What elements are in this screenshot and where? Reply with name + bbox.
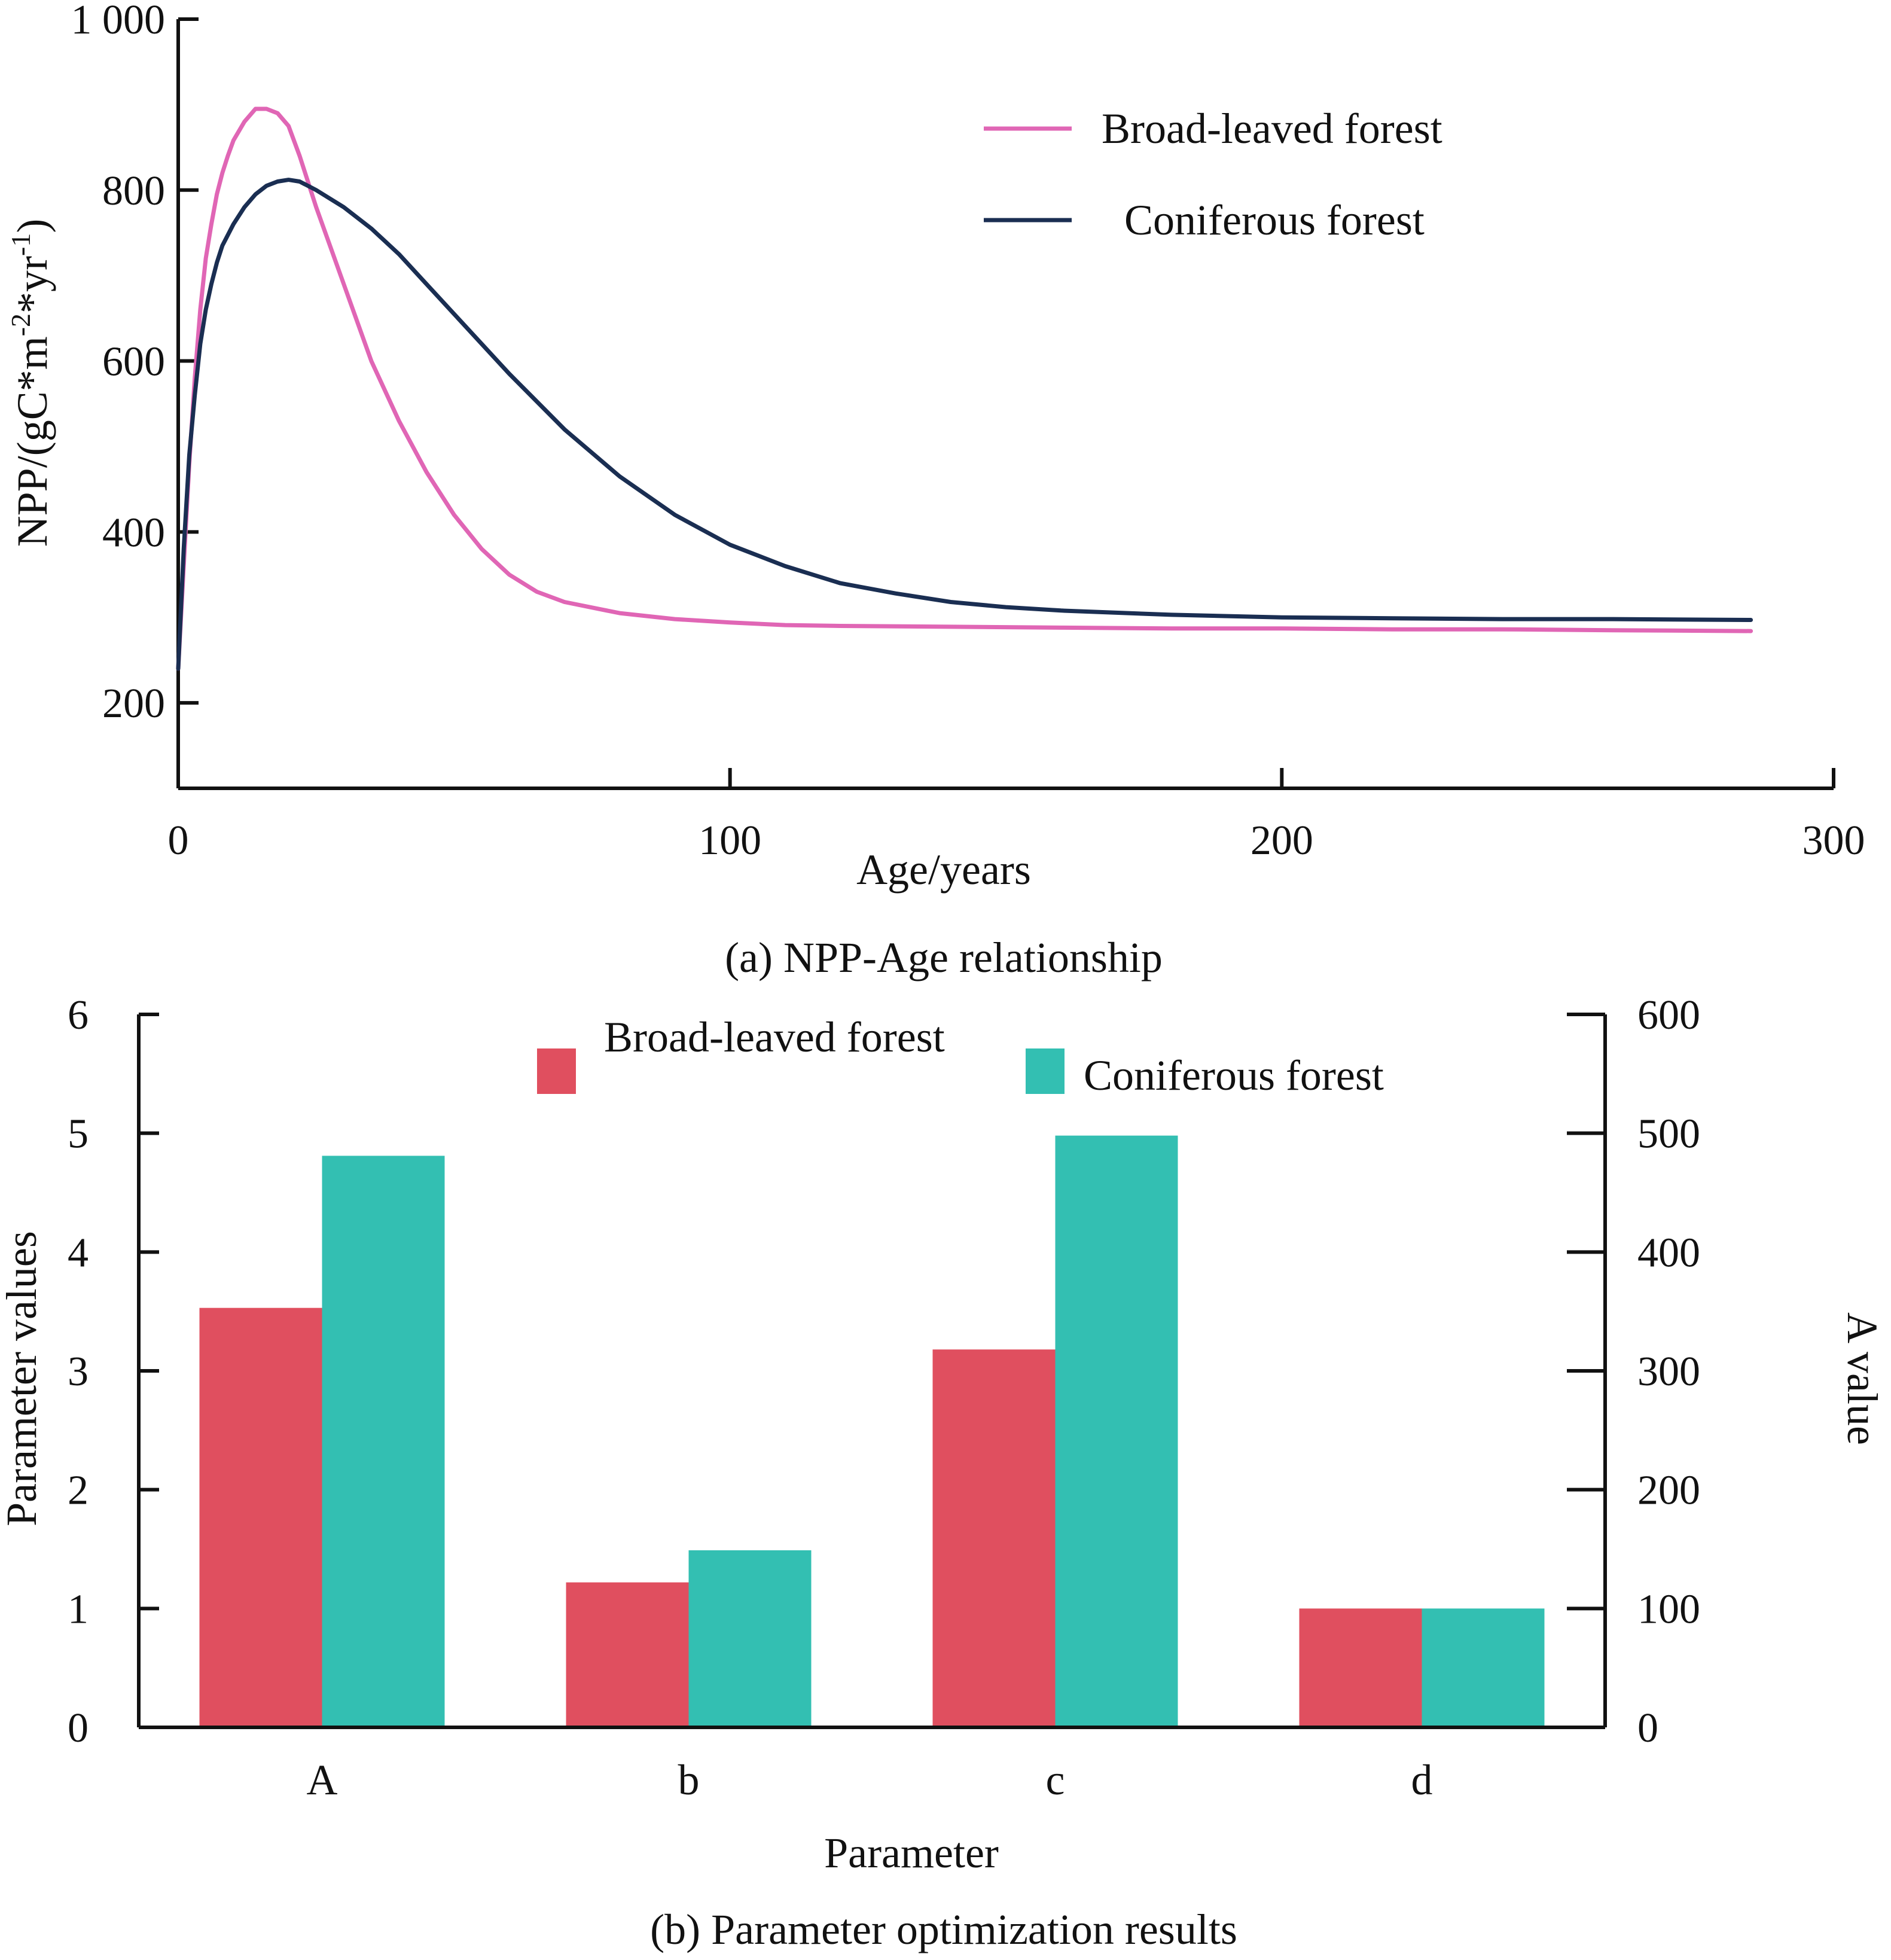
right-tick-label: 200: [1637, 1468, 1700, 1514]
x-tick-label: 200: [1250, 818, 1313, 864]
y-tick-label: 600: [102, 339, 165, 385]
series-line-broad-leaved-forest: [176, 106, 1753, 671]
npp-age-xlabel: Age/years: [856, 846, 1031, 894]
parameter-bars: [199, 1135, 1545, 1727]
parameter-ylabel: Parameter values: [0, 1231, 45, 1526]
legend-label-coniferous-forest: Coniferous forest: [1124, 196, 1425, 244]
right-tick-label: 100: [1637, 1586, 1700, 1632]
y-tick-label: 1 000: [71, 0, 166, 43]
left-tick-label: 1: [68, 1586, 89, 1632]
parameter-legend: Broad-leaved forest Coniferous forest: [537, 1013, 1384, 1099]
x-tick-label: 100: [699, 818, 761, 864]
x-tick-label: 0: [168, 818, 189, 864]
npp-age-ylabel: NPP/(gC*m-2*yr-1): [5, 219, 56, 547]
right-tick-label: 300: [1637, 1349, 1700, 1395]
right-tick-label: 600: [1637, 992, 1700, 1038]
legend-label-coniferous-forest: Coniferous forest: [1084, 1051, 1384, 1099]
right-tick-label: 0: [1637, 1705, 1658, 1751]
npp-age-series-lines: [176, 106, 1753, 671]
y-tick-label: 400: [102, 510, 165, 556]
left-tick-label: 6: [68, 992, 89, 1038]
right-tick-label: 500: [1637, 1111, 1700, 1157]
parameter-ylabel-right: A value: [1838, 1312, 1886, 1445]
parameter-caption: (b) Parameter optimization results: [650, 1906, 1237, 1953]
x-tick-label: 300: [1802, 818, 1865, 864]
left-tick-label: 3: [68, 1349, 89, 1395]
bar-d-coniferous-forest: [1422, 1608, 1545, 1727]
category-label-d: d: [1411, 1756, 1433, 1804]
y-tick-label: 200: [102, 681, 165, 727]
bar-c-broad-leaved-forest: [932, 1349, 1056, 1727]
bar-b-broad-leaved-forest: [566, 1582, 689, 1727]
parameter-ticks: 0 1 2 3 4 5 6 0 100 200 300 400 500 600 A b c d: [68, 992, 1700, 1804]
bar-a-broad-leaved-forest: [199, 1307, 322, 1727]
npp-age-legend: Broad-leaved forest Coniferous forest: [984, 105, 1442, 244]
legend-swatch-coniferous-forest: [1026, 1048, 1065, 1094]
right-tick-label: 400: [1637, 1230, 1700, 1276]
left-tick-label: 5: [68, 1111, 89, 1157]
series-line-coniferous-forest: [176, 178, 1753, 671]
legend-swatch-broad-leaved-forest: [537, 1048, 576, 1094]
category-label-b: b: [678, 1756, 700, 1804]
category-label-a: A: [307, 1756, 338, 1804]
legend-label-broad-leaved-forest: Broad-leaved forest: [1102, 105, 1442, 153]
bar-c-coniferous-forest: [1055, 1135, 1178, 1727]
bar-a-coniferous-forest: [322, 1156, 445, 1727]
bar-b-coniferous-forest: [688, 1550, 812, 1727]
bar-d-broad-leaved-forest: [1299, 1608, 1422, 1727]
left-tick-label: 0: [68, 1705, 89, 1751]
npp-age-caption: (a) NPP-Age relationship: [725, 934, 1163, 981]
left-tick-label: 2: [68, 1468, 89, 1514]
parameter-chart: 0 1 2 3 4 5 6 0 100 200 300 400 500 600 A b c d Broad-lea…: [0, 992, 1886, 1953]
npp-age-ticks: 200 400 600 800 1 000 0 100 200 300: [71, 0, 1865, 864]
y-tick-label: 800: [102, 168, 165, 214]
npp-age-chart: 200 400 600 800 1 000 0 100 200 300 Broad-leaved…: [5, 0, 1865, 981]
category-label-c: c: [1046, 1756, 1065, 1804]
legend-label-broad-leaved-forest: Broad-leaved forest: [604, 1013, 945, 1061]
left-tick-label: 4: [68, 1230, 89, 1276]
parameter-xlabel: Parameter: [824, 1829, 999, 1877]
